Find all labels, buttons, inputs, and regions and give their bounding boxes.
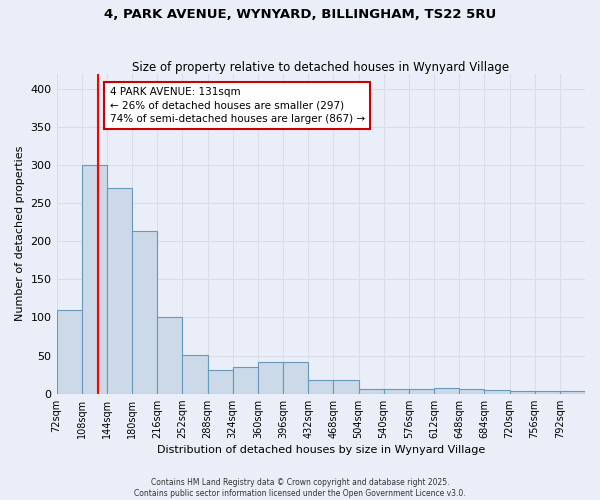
Bar [484, 390, 509, 394]
Text: Contains HM Land Registry data © Crown copyright and database right 2025.
Contai: Contains HM Land Registry data © Crown c… [134, 478, 466, 498]
Bar [459, 389, 484, 394]
Text: 4, PARK AVENUE, WYNYARD, BILLINGHAM, TS22 5RU: 4, PARK AVENUE, WYNYARD, BILLINGHAM, TS2… [104, 8, 496, 20]
Y-axis label: Number of detached properties: Number of detached properties [15, 146, 25, 322]
Bar [383, 389, 409, 394]
Bar [283, 362, 308, 394]
Bar [308, 380, 334, 394]
Bar [359, 389, 383, 394]
Bar [132, 232, 157, 394]
Bar [82, 165, 107, 394]
Bar [208, 370, 233, 394]
Bar [157, 316, 182, 394]
Text: 4 PARK AVENUE: 131sqm
← 26% of detached houses are smaller (297)
74% of semi-det: 4 PARK AVENUE: 131sqm ← 26% of detached … [110, 87, 365, 124]
Bar [334, 380, 359, 394]
Bar [233, 367, 258, 394]
Bar [535, 392, 560, 394]
Title: Size of property relative to detached houses in Wynyard Village: Size of property relative to detached ho… [132, 60, 509, 74]
Bar [182, 355, 208, 394]
Bar [258, 362, 283, 394]
Bar [56, 310, 82, 394]
Bar [409, 389, 434, 394]
Bar [434, 388, 459, 394]
Bar [509, 392, 535, 394]
X-axis label: Distribution of detached houses by size in Wynyard Village: Distribution of detached houses by size … [157, 445, 485, 455]
Bar [560, 392, 585, 394]
Bar [107, 188, 132, 394]
